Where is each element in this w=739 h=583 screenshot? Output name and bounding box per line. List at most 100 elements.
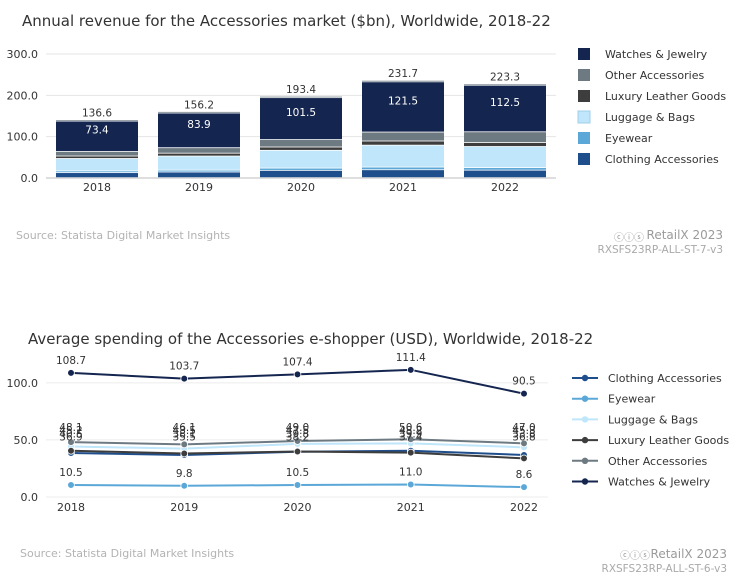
point-label-luggage-and-bags: 45.2 <box>59 425 82 437</box>
point-label-eyewear: 8.6 <box>516 469 533 481</box>
legend-swatch-luggage-and-bags <box>577 110 591 124</box>
point-label-watches-and-jewelry: 103.7 <box>169 361 199 373</box>
bar-segment-eyewear <box>260 168 342 170</box>
x-tick-label: 2022 <box>510 501 538 514</box>
bar-segment-eyewear <box>158 170 240 172</box>
bar-segment-watches-and-jewelry <box>56 121 138 152</box>
point-label-luxury-leather-goods: 38.1 <box>173 428 196 440</box>
cc-license-icon: ⓒⓘⓢ <box>614 233 644 244</box>
bar-segment-luxury-leather-goods <box>56 156 138 159</box>
y-tick-label: 0.0 <box>21 491 39 504</box>
bar-value-label: 73.4 <box>85 125 109 137</box>
bar-segment-watches-and-jewelry <box>362 82 444 132</box>
y-tick-label: 300.0 <box>7 48 39 61</box>
bar-segment-luggage-and-bags <box>158 156 240 170</box>
point-label-eyewear: 11.0 <box>399 466 422 478</box>
legend-label-watches-and-jewelry: Watches & Jewelry <box>608 476 711 489</box>
point-label-luxury-leather-goods: 39.9 <box>399 428 422 440</box>
y-tick-label: 100.0 <box>7 377 39 390</box>
point-label-clothing-accessories: 37.4 <box>399 432 423 444</box>
series-point-eyewear <box>67 481 75 489</box>
point-label-watches-and-jewelry: 111.4 <box>396 352 426 364</box>
bar-total-label: 193.4 <box>286 84 316 96</box>
bar-segment-luxury-leather-goods <box>362 141 444 145</box>
point-label-eyewear: 10.5 <box>59 467 82 479</box>
series-point-eyewear <box>406 480 415 489</box>
bar-segment-luggage-and-bags <box>56 158 138 171</box>
point-label-eyewear: 9.8 <box>176 468 193 480</box>
series-point-other-accessories <box>293 437 302 445</box>
chart1-brand: RetailX 2023 RXSFS23RP-ALL-ST-7-v3 <box>598 228 723 256</box>
bar-segment-clothing-accessories <box>362 170 444 178</box>
point-label-clothing-accessories: 35.5 <box>173 432 196 444</box>
legend-swatch-luxury-leather-goods <box>578 90 590 102</box>
bar-segment-clothing-accessories <box>158 172 240 178</box>
point-label-other-accessories: 48.1 <box>59 422 82 434</box>
bar-total-label: 136.6 <box>82 108 112 120</box>
legend-label-clothing-accessories: Clothing Accessories <box>605 153 719 166</box>
legend-marker-luxury-leather-goods <box>581 436 589 444</box>
point-label-clothing-accessories: 38.2 <box>286 432 309 444</box>
chart-code: RXSFS23RP-ALL-ST-7-v3 <box>597 244 723 256</box>
legend-marker-luggage-and-bags <box>581 416 589 423</box>
chart2-svg: 0.0 50.0 100.0 2018 2019 2020 2021 2022 10.5 9.8 1… <box>7 352 730 514</box>
legend-label-watches-and-jewelry: Watches & Jewelry <box>605 48 708 61</box>
bar-segment-watches-and-jewelry <box>158 113 240 148</box>
bar-segment-other-accessories <box>464 132 546 143</box>
legend-label-eyewear: Eyewear <box>608 393 656 406</box>
bar-segment-luxury-leather-goods <box>464 142 546 147</box>
point-label-eyewear: 10.5 <box>286 467 309 479</box>
chart1-svg: 0.0 100.0 200.0 300.0 136.6 73.4 2018 156.2 83.9… <box>7 48 726 194</box>
point-label-watches-and-jewelry: 90.5 <box>512 376 535 388</box>
series-point-watches-and-jewelry <box>406 366 415 374</box>
legend-label-clothing-accessories: Clothing Accessories <box>608 372 722 385</box>
point-label-luggage-and-bags: 45.3 <box>512 425 535 437</box>
x-tick-label: 2019 <box>170 501 198 514</box>
chart-code: RXSFS23RP-ALL-ST-6-v3 <box>601 563 727 575</box>
series-point-eyewear <box>293 481 302 489</box>
chart2-source: Source: Statista Digital Market Insights <box>20 547 235 560</box>
bar-segment-clothing-accessories <box>56 173 138 178</box>
y-tick-label: 50.0 <box>14 434 39 447</box>
legend-label-luxury-leather-goods: Luxury Leather Goods <box>605 90 726 103</box>
legend-marker-watches-and-jewelry <box>581 478 589 485</box>
bar-segment-luxury-leather-goods <box>260 147 342 150</box>
series-point-luxury-leather-goods <box>520 454 528 463</box>
bar-value-label: 112.5 <box>490 97 520 109</box>
x-tick-label: 2021 <box>389 181 417 194</box>
brand-name: RetailX 2023 <box>646 228 723 242</box>
series-point-watches-and-jewelry <box>293 370 302 379</box>
point-label-other-accessories: 47.0 <box>512 422 535 434</box>
series-point-other-accessories <box>180 440 189 449</box>
series-point-luxury-leather-goods <box>180 449 189 458</box>
bar-segment-clothing-accessories <box>260 170 342 178</box>
point-label-other-accessories: 50.6 <box>399 422 423 434</box>
bar-value-label: 83.9 <box>187 119 210 131</box>
legend-label-eyewear: Eyewear <box>605 132 653 145</box>
series-point-luxury-leather-goods <box>293 447 302 456</box>
brand-name: RetailX 2023 <box>650 547 727 561</box>
x-tick-label: 2020 <box>284 501 312 514</box>
series-point-other-accessories <box>520 439 528 448</box>
bar-value-label: 101.5 <box>286 107 316 119</box>
point-label-clothing-accessories: 36.8 <box>512 432 535 444</box>
series-point-eyewear <box>520 483 528 491</box>
legend-swatch-watches-and-jewelry <box>578 48 590 60</box>
point-label-other-accessories: 49.0 <box>286 422 309 434</box>
legend-marker-clothing-accessories <box>581 374 589 382</box>
point-label-other-accessories: 46.1 <box>173 422 196 434</box>
legend-marker-other-accessories <box>581 457 589 464</box>
legend-label-luggage-and-bags: Luggage & Bags <box>608 413 698 426</box>
point-label-watches-and-jewelry: 107.4 <box>282 356 312 368</box>
bar-total-label: 223.3 <box>490 72 520 84</box>
point-label-luxury-leather-goods: 39.8 <box>286 428 309 440</box>
legend-marker-eyewear <box>581 395 589 402</box>
legend-swatch-other-accessories <box>578 69 590 81</box>
bar-segment-watches-and-jewelry <box>260 98 342 140</box>
bar-segment-luggage-and-bags <box>464 146 546 168</box>
chart1-source: Source: Statista Digital Market Insights <box>16 229 231 242</box>
bar-total-label: 231.7 <box>388 68 418 80</box>
point-label-luggage-and-bags: 48.2 <box>399 425 422 437</box>
legend-label-luggage-and-bags: Luggage & Bags <box>605 111 695 124</box>
legend-label-luxury-leather-goods: Luxury Leather Goods <box>608 434 729 447</box>
